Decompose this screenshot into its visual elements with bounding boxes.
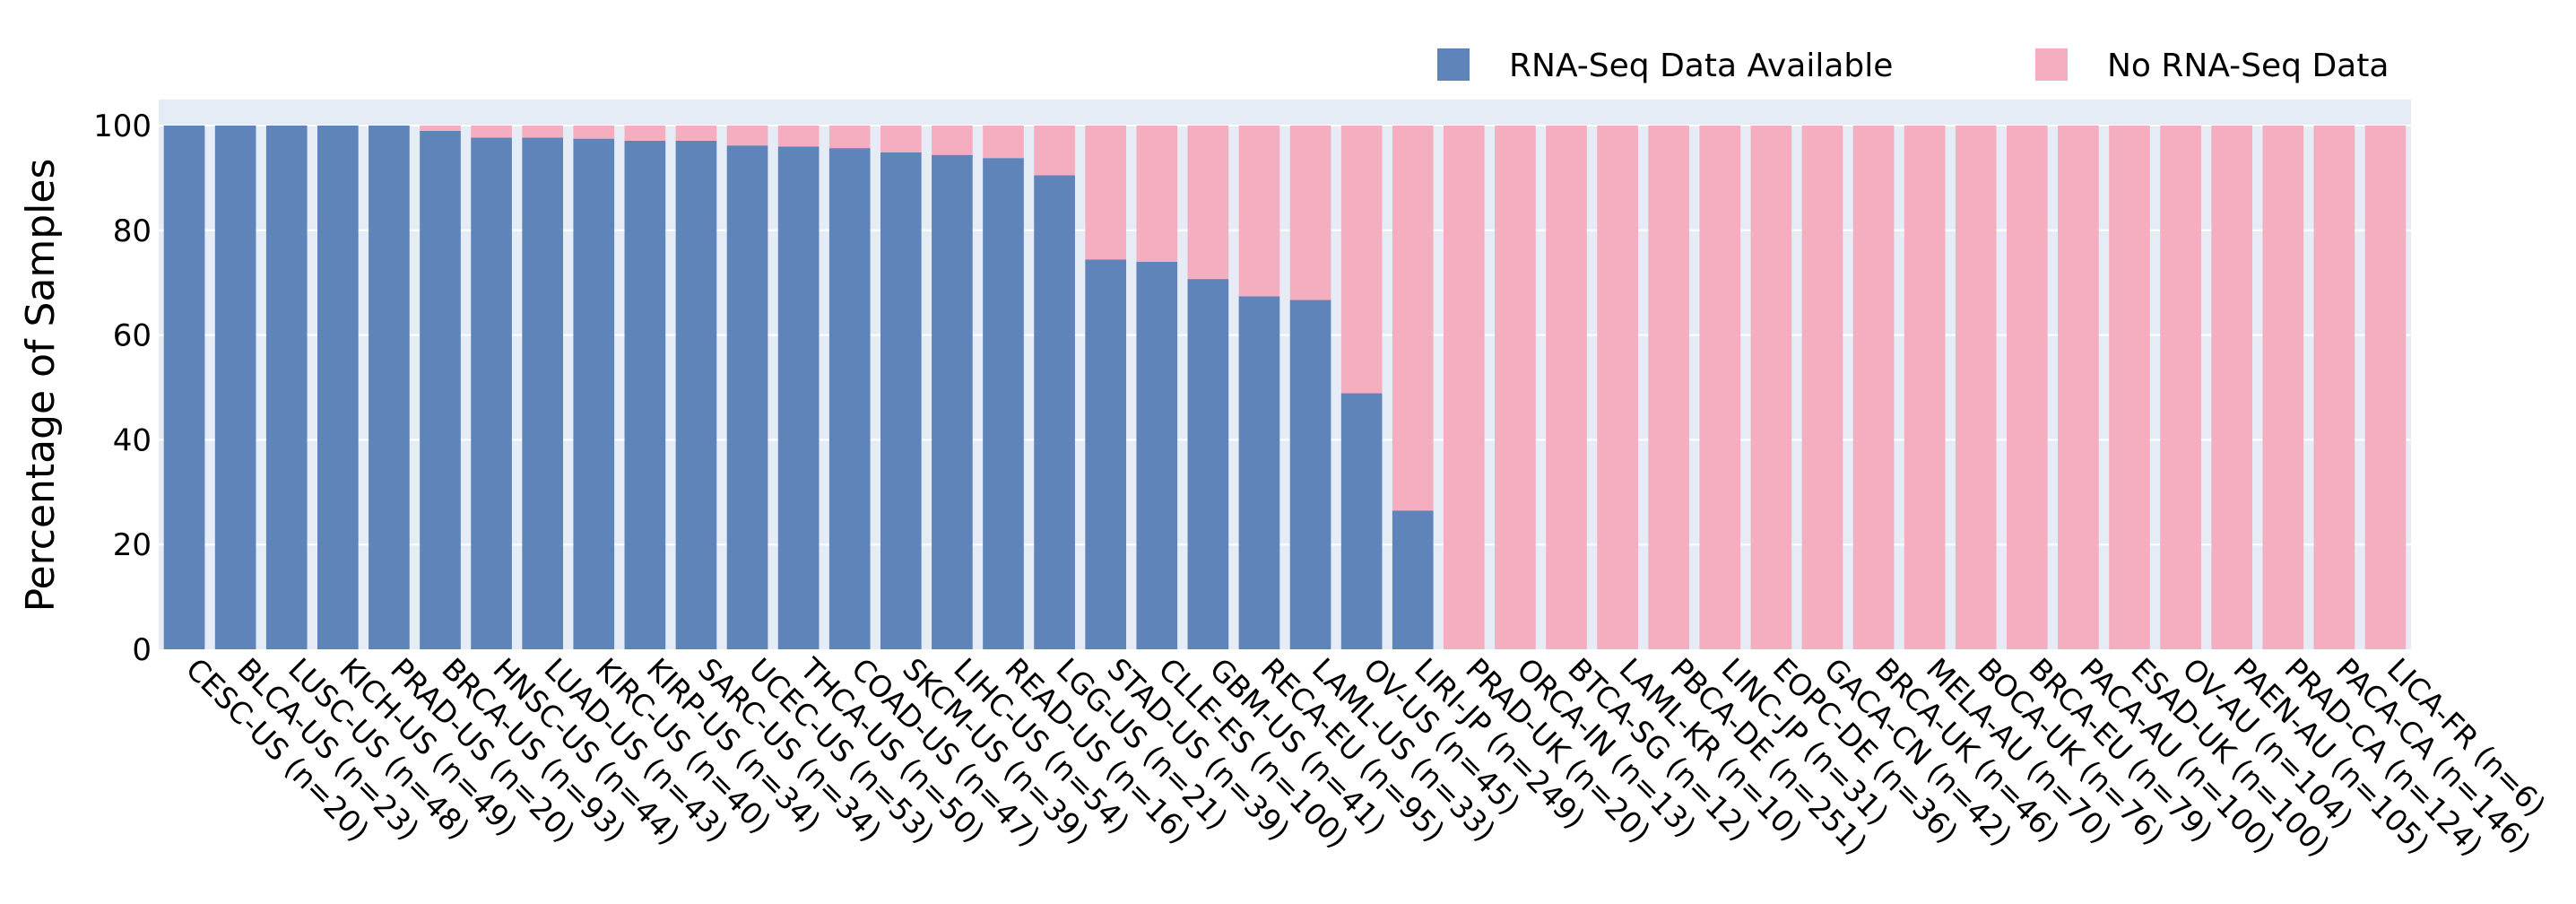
legend[interactable]: RNA-Seq Data Available No RNA-Seq Data	[1437, 48, 2389, 84]
bar-segment-rna-seq-available[interactable]	[471, 137, 512, 649]
bar-segment-rna-seq-available[interactable]	[369, 126, 410, 649]
bar-segment-no-rna-seq[interactable]	[1904, 126, 1946, 649]
bar-segment-no-rna-seq[interactable]	[1136, 126, 1178, 262]
y-axis-ticks: 0 20 40 60 80 100	[93, 109, 152, 668]
y-axis-label: Percentage of Samples	[18, 159, 64, 613]
bar-segment-no-rna-seq[interactable]	[726, 126, 768, 146]
bar-segment-rna-seq-available[interactable]	[1085, 259, 1127, 649]
bar-segment-no-rna-seq[interactable]	[777, 126, 820, 147]
legend-swatch	[1437, 48, 1470, 81]
bar-segment-no-rna-seq[interactable]	[1289, 126, 1331, 300]
legend-label: RNA-Seq Data Available	[1509, 48, 1893, 84]
bar-segment-no-rna-seq[interactable]	[1648, 126, 1690, 649]
bar-segment-no-rna-seq[interactable]	[1443, 126, 1485, 649]
bar-segment-no-rna-seq[interactable]	[2211, 126, 2253, 649]
y-tick-label: 80	[113, 213, 152, 249]
bar-segment-rna-seq-available[interactable]	[1136, 261, 1178, 649]
bar-segment-no-rna-seq[interactable]	[1699, 126, 1741, 649]
bar-segment-rna-seq-available[interactable]	[880, 152, 922, 649]
bar-segment-no-rna-seq[interactable]	[1238, 126, 1280, 297]
bar-segment-no-rna-seq[interactable]	[1392, 126, 1434, 511]
y-tick-label: 20	[113, 527, 152, 563]
bar-segment-rna-seq-available[interactable]	[675, 140, 717, 649]
bar-segment-rna-seq-available[interactable]	[1392, 510, 1434, 649]
y-tick-label: 0	[132, 632, 152, 668]
bar-segment-no-rna-seq[interactable]	[624, 126, 666, 141]
bar-segment-no-rna-seq[interactable]	[2006, 126, 2048, 649]
bar-segment-no-rna-seq[interactable]	[1187, 126, 1229, 280]
bar-segment-no-rna-seq[interactable]	[1340, 126, 1383, 394]
bar-segment-no-rna-seq[interactable]	[1801, 126, 1843, 649]
bar-segment-rna-seq-available[interactable]	[522, 137, 564, 649]
bar-segment-no-rna-seq[interactable]	[2262, 126, 2304, 649]
bar-segment-no-rna-seq[interactable]	[1085, 126, 1127, 260]
bar-segment-rna-seq-available[interactable]	[1238, 296, 1280, 649]
bar-segment-no-rna-seq[interactable]	[932, 126, 973, 155]
bar-segment-rna-seq-available[interactable]	[163, 126, 205, 649]
bar-segment-no-rna-seq[interactable]	[1597, 126, 1638, 649]
bar-segment-no-rna-seq[interactable]	[983, 126, 1024, 159]
bar-segment-no-rna-seq[interactable]	[420, 126, 461, 131]
bar-segment-no-rna-seq[interactable]	[471, 126, 512, 138]
bar-segment-no-rna-seq[interactable]	[1495, 126, 1536, 649]
bar-segment-no-rna-seq[interactable]	[573, 126, 615, 139]
bar-segment-rna-seq-available[interactable]	[420, 130, 461, 650]
bar-segment-rna-seq-available[interactable]	[777, 146, 820, 650]
y-tick-label: 60	[113, 318, 152, 354]
bar-segment-no-rna-seq[interactable]	[1955, 126, 1997, 649]
bar-segment-rna-seq-available[interactable]	[1340, 393, 1383, 649]
bar-segment-rna-seq-available[interactable]	[1034, 175, 1075, 650]
bars	[163, 126, 2407, 650]
bar-segment-no-rna-seq[interactable]	[2109, 126, 2150, 649]
legend-label: No RNA-Seq Data	[2107, 48, 2389, 84]
bar-segment-no-rna-seq[interactable]	[2313, 126, 2355, 649]
bar-segment-no-rna-seq[interactable]	[1034, 126, 1075, 176]
bar-segment-rna-seq-available[interactable]	[828, 148, 871, 649]
bar-segment-rna-seq-available[interactable]	[983, 158, 1024, 649]
bar-segment-rna-seq-available[interactable]	[624, 140, 666, 649]
bar-segment-no-rna-seq[interactable]	[2058, 126, 2099, 649]
y-tick-label: 100	[93, 109, 152, 144]
bar-segment-no-rna-seq[interactable]	[1546, 126, 1587, 649]
bar-segment-no-rna-seq[interactable]	[1750, 126, 1792, 649]
bar-segment-no-rna-seq[interactable]	[675, 126, 717, 141]
bar-segment-no-rna-seq[interactable]	[2160, 126, 2201, 649]
bar-segment-no-rna-seq[interactable]	[880, 126, 922, 152]
y-tick-label: 40	[113, 422, 152, 458]
bar-segment-rna-seq-available[interactable]	[932, 154, 973, 650]
bar-segment-no-rna-seq[interactable]	[2364, 126, 2407, 649]
bar-segment-rna-seq-available[interactable]	[1187, 279, 1229, 649]
bar-segment-rna-seq-available[interactable]	[265, 126, 308, 649]
bar-segment-rna-seq-available[interactable]	[1289, 300, 1331, 649]
bar-segment-rna-seq-available[interactable]	[214, 126, 256, 649]
bar-segment-no-rna-seq[interactable]	[1852, 126, 1895, 649]
bar-segment-rna-seq-available[interactable]	[573, 138, 615, 650]
legend-swatch	[2035, 48, 2068, 81]
bar-segment-rna-seq-available[interactable]	[317, 126, 359, 649]
x-axis-ticks: CESC-US (n=20)BLCA-US (n=23)LUSC-US (n=4…	[179, 650, 2553, 864]
bar-segment-rna-seq-available[interactable]	[726, 145, 768, 649]
bar-segment-no-rna-seq[interactable]	[828, 126, 871, 149]
bar-segment-no-rna-seq[interactable]	[522, 126, 564, 138]
